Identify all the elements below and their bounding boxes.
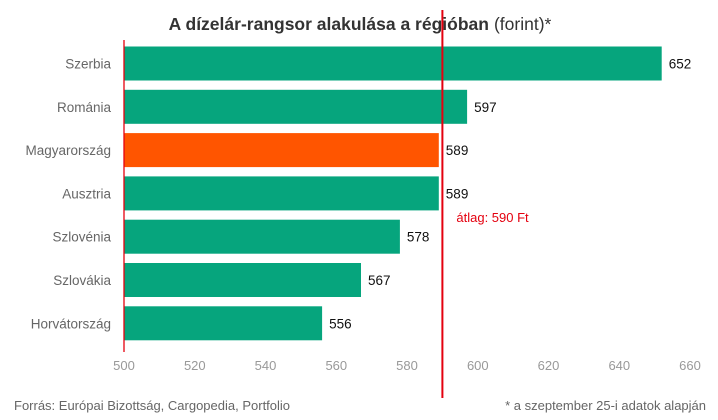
- value-label: 567: [368, 273, 391, 288]
- value-labels: 652 597 589 589 578 567 556: [329, 57, 691, 332]
- bar-5: [124, 263, 361, 297]
- category-label: Magyarország: [25, 143, 111, 158]
- value-label: 597: [474, 100, 497, 115]
- value-label: 589: [446, 143, 469, 158]
- bar-3: [124, 176, 439, 211]
- chart-title-main: A dízelár-rangsor alakulása a régióban: [169, 14, 489, 34]
- category-label: Horvátország: [31, 316, 111, 331]
- bar-6: [124, 306, 323, 341]
- category-label: Szlovákia: [53, 273, 111, 288]
- x-tick-label: 560: [325, 358, 347, 373]
- category-label: Ausztria: [62, 186, 111, 201]
- x-tick-label: 640: [608, 358, 630, 373]
- category-label: Szerbia: [65, 57, 111, 72]
- bars: [124, 46, 662, 341]
- x-tick-label: 500: [113, 358, 135, 373]
- average-label: átlag: 590 Ft: [456, 210, 529, 225]
- x-tick-label: 600: [467, 358, 489, 373]
- x-tick-label: 580: [396, 358, 418, 373]
- category-label: Románia: [57, 100, 112, 115]
- chart-title: A dízelár-rangsor alakulása a régióban (f…: [169, 14, 552, 34]
- chart-title-unit: (forint)*: [494, 14, 552, 34]
- x-tick-label: 620: [538, 358, 560, 373]
- bar-0: [124, 46, 662, 81]
- x-tick-label: 540: [255, 358, 277, 373]
- value-label: 589: [446, 186, 469, 201]
- bar-2: [124, 133, 439, 168]
- value-label: 578: [407, 230, 430, 245]
- footnote: * a szeptember 25-i adatok alapján: [505, 398, 706, 413]
- x-tick-label: 520: [184, 358, 206, 373]
- source-note: Forrás: Európai Bizottság, Cargopedia, P…: [14, 398, 290, 413]
- category-labels: Szerbia Románia Magyarország Ausztria Szlové…: [25, 57, 111, 332]
- bar-1: [124, 89, 468, 124]
- value-label: 652: [669, 57, 692, 72]
- category-label: Szlovénia: [52, 230, 111, 245]
- value-label: 556: [329, 316, 352, 331]
- x-tick-label: 660: [679, 358, 701, 373]
- x-tick-labels: 500 520 540 560 580 600 620 640 660: [113, 358, 701, 373]
- bar-4: [124, 219, 400, 254]
